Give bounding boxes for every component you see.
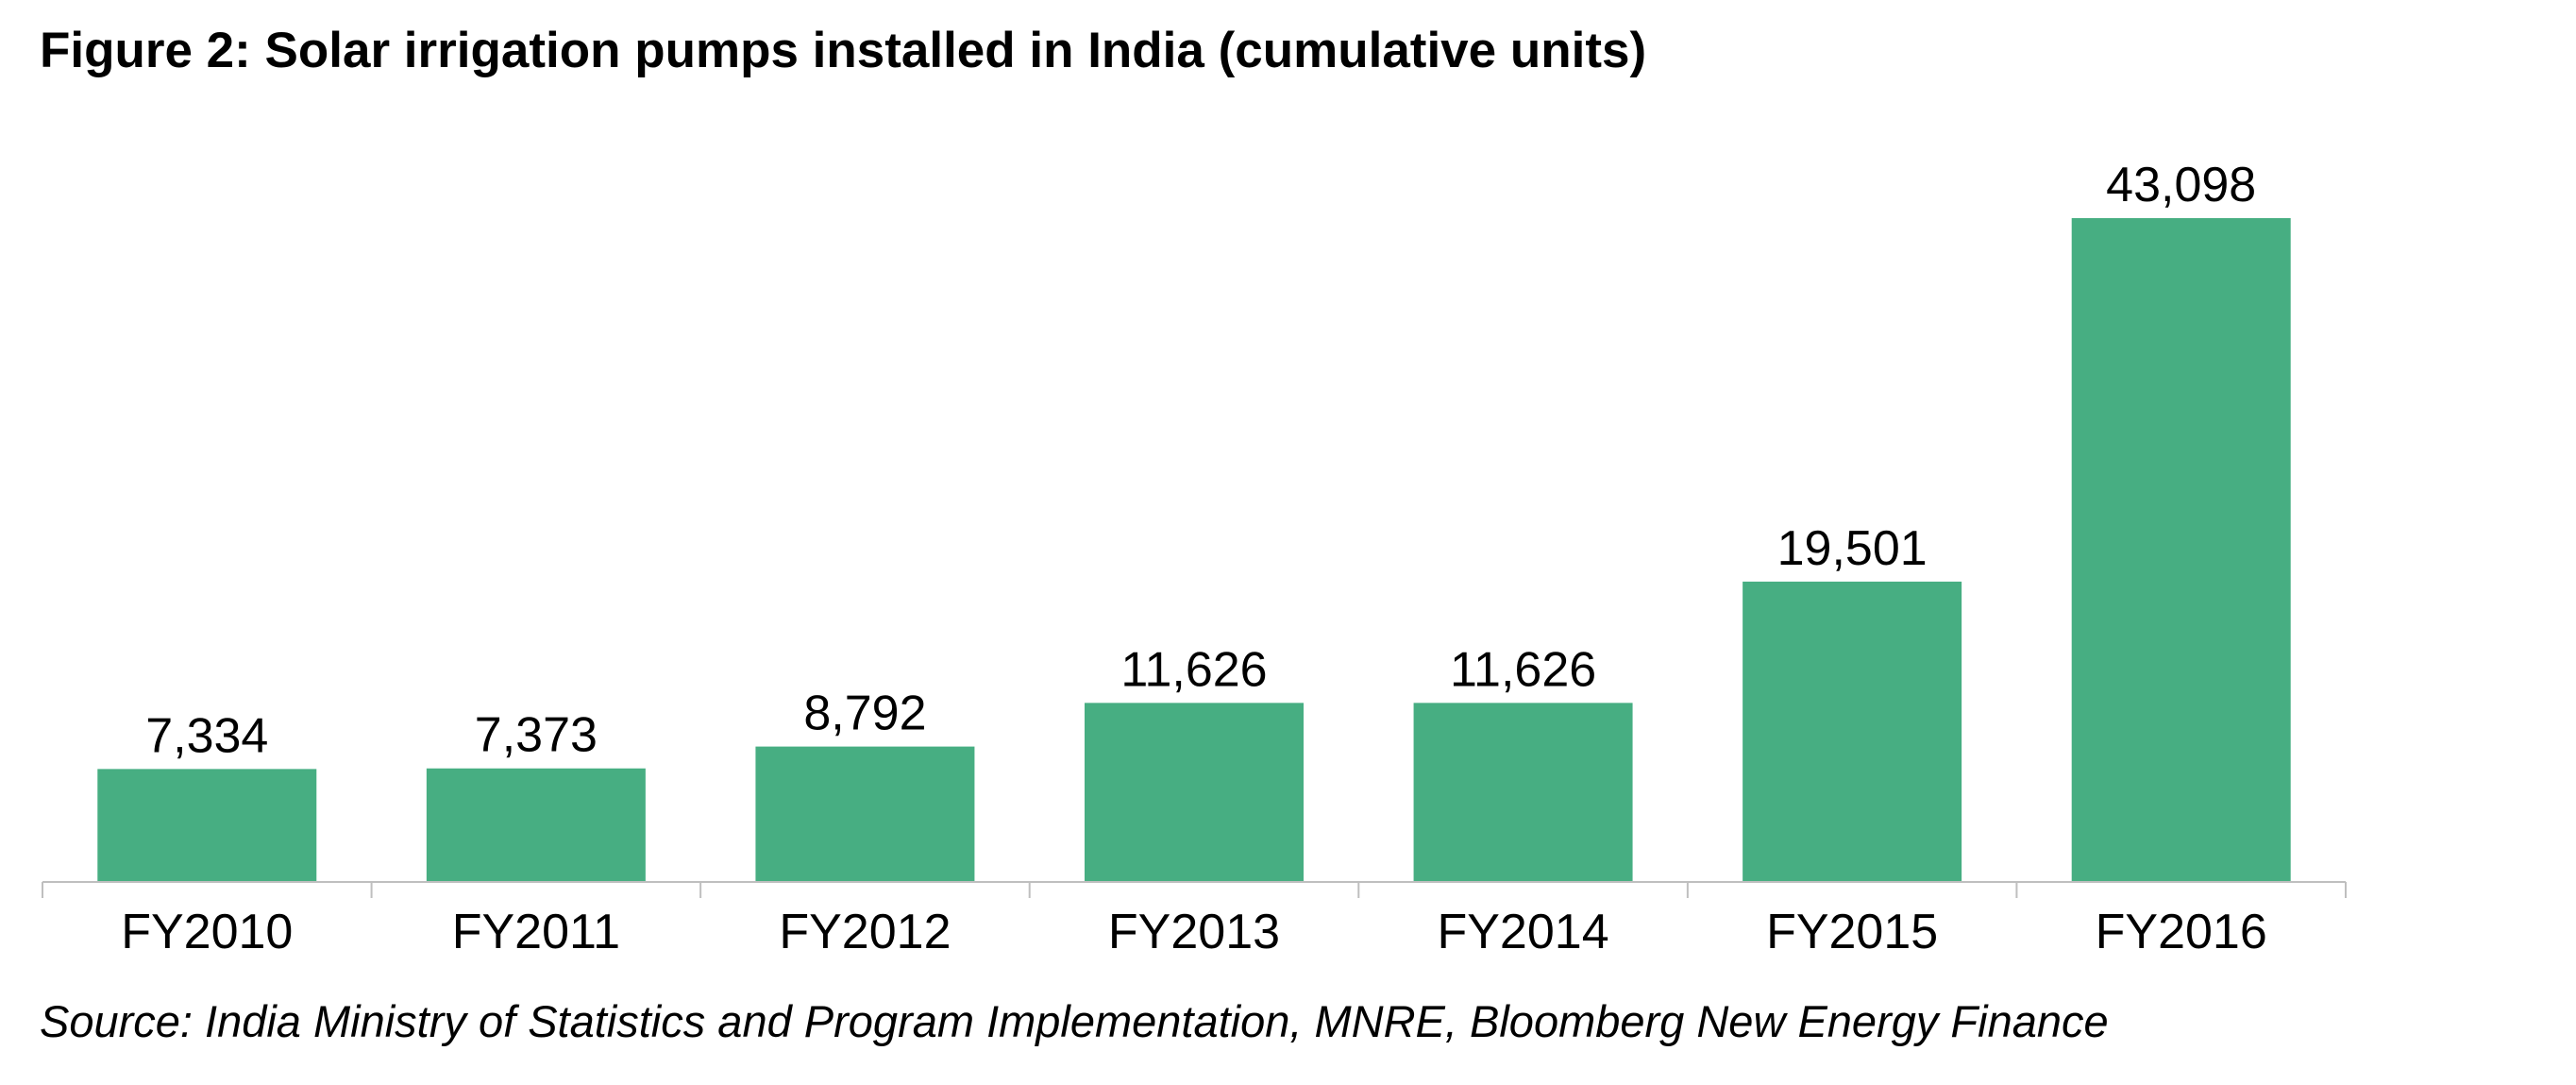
x-tick-label-fy2012: FY2012 bbox=[779, 905, 951, 959]
bar-fy2011 bbox=[426, 768, 646, 882]
bar-fy2014 bbox=[1413, 703, 1633, 882]
x-tick-label-fy2016: FY2016 bbox=[2096, 905, 2267, 959]
bar-fy2010 bbox=[97, 769, 317, 882]
data-label-fy2015: 19,501 bbox=[1777, 521, 1928, 576]
data-label-fy2016: 43,098 bbox=[2106, 158, 2256, 212]
x-tick-label-fy2013: FY2013 bbox=[1108, 905, 1280, 959]
data-label-fy2014: 11,626 bbox=[1450, 642, 1596, 697]
bar-fy2013 bbox=[1085, 703, 1304, 882]
chart-title: Figure 2: Solar irrigation pumps install… bbox=[40, 23, 1647, 78]
x-tick-labels-layer: FY2010 FY2011 FY2012 FY2013 FY2014 FY2015 FY20… bbox=[121, 905, 2267, 959]
x-axis bbox=[42, 881, 2347, 898]
x-tick-label-fy2015: FY2015 bbox=[1766, 905, 1938, 959]
data-label-fy2013: 11,626 bbox=[1120, 642, 1267, 697]
bars-layer bbox=[97, 218, 2291, 882]
x-tick-label-fy2010: FY2010 bbox=[121, 905, 293, 959]
data-label-fy2011: 7,373 bbox=[475, 708, 598, 763]
bar-fy2012 bbox=[755, 746, 975, 882]
x-tick-label-fy2011: FY2011 bbox=[452, 905, 620, 959]
data-label-fy2010: 7,334 bbox=[145, 708, 268, 763]
bar-fy2016 bbox=[2071, 218, 2291, 882]
bar-fy2015 bbox=[1743, 581, 1962, 882]
data-label-fy2012: 8,792 bbox=[803, 687, 926, 741]
source-note: Source: India Ministry of Statistics and… bbox=[40, 996, 2109, 1046]
data-labels-layer: 7,334 7,373 8,792 11,626 11,626 19,501 43,098 bbox=[145, 158, 2256, 763]
x-tick-label-fy2014: FY2014 bbox=[1437, 905, 1608, 959]
